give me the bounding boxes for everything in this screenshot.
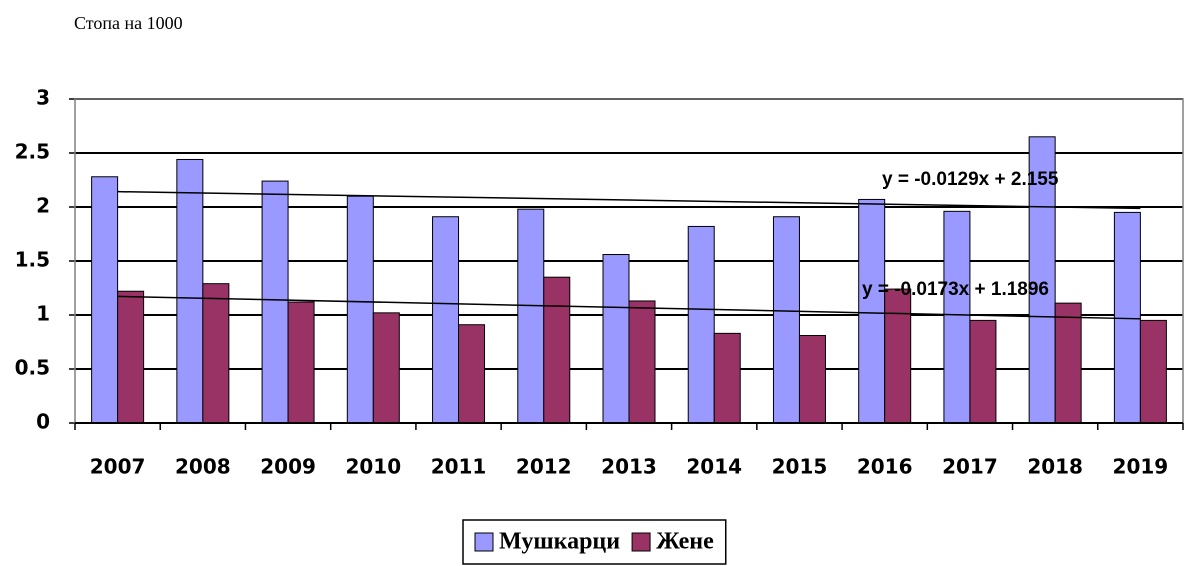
- bar: [261, 180, 289, 424]
- bar: [858, 198, 886, 424]
- x-tick-label: 2012: [516, 455, 572, 479]
- legend: Мушкарци Жене: [462, 519, 727, 565]
- y-tick-label: 1: [36, 302, 50, 326]
- x-tick-label: 2013: [601, 455, 657, 479]
- x-tick-label: 2008: [175, 455, 231, 479]
- x-tick-label: 2011: [431, 455, 487, 479]
- bar: [202, 283, 230, 424]
- bar: [176, 158, 204, 424]
- bar: [517, 208, 545, 424]
- subtitle: Стопа на 1000: [74, 13, 183, 33]
- y-tick-label: 0: [36, 410, 50, 434]
- bar: [1139, 319, 1167, 424]
- bar: [943, 210, 971, 424]
- trendline-label: y = -0.0173x + 1.1896: [862, 279, 1049, 300]
- x-tick-label: 2018: [1027, 455, 1083, 479]
- x-tick-label: 2017: [942, 455, 998, 479]
- legend-label: Мушкарци: [499, 529, 620, 555]
- legend-swatch: [631, 532, 651, 552]
- x-tick-label: 2016: [857, 455, 913, 479]
- bar: [884, 288, 912, 424]
- trendline: [117, 190, 1141, 210]
- trendline-label: y = -0.0129x + 2.155: [882, 169, 1059, 190]
- bar: [543, 276, 571, 424]
- y-tick-label: 0.5: [15, 356, 50, 380]
- bar: [117, 290, 145, 424]
- y-tick-label: 2: [36, 194, 50, 218]
- bar: [969, 319, 997, 424]
- x-tick-label: 2007: [90, 455, 146, 479]
- x-tick-label: 2019: [1113, 455, 1169, 479]
- bar: [458, 324, 486, 424]
- bar: [91, 176, 119, 424]
- bar: [287, 301, 315, 424]
- y-tick-label: 3: [36, 86, 50, 110]
- bar: [372, 312, 400, 424]
- bar: [1028, 136, 1056, 424]
- bar: [1054, 302, 1082, 424]
- bar: [432, 216, 460, 424]
- bar: [628, 300, 656, 424]
- bar: [602, 254, 630, 424]
- legend-box: [462, 519, 727, 565]
- bar: [713, 332, 741, 424]
- x-tick-label: 2009: [260, 455, 316, 479]
- bar: [798, 335, 826, 424]
- bar: [687, 225, 715, 424]
- y-tick-label: 1.5: [15, 248, 50, 272]
- legend-swatch: [474, 532, 494, 552]
- bar: [772, 216, 800, 424]
- x-tick-label: 2014: [686, 455, 742, 479]
- y-tick-label: 2.5: [15, 140, 50, 164]
- x-tick-label: 2015: [772, 455, 828, 479]
- trendline: [117, 295, 1141, 320]
- x-tick-label: 2010: [345, 455, 401, 479]
- bar: [346, 195, 374, 424]
- legend-label: Жене: [656, 529, 714, 555]
